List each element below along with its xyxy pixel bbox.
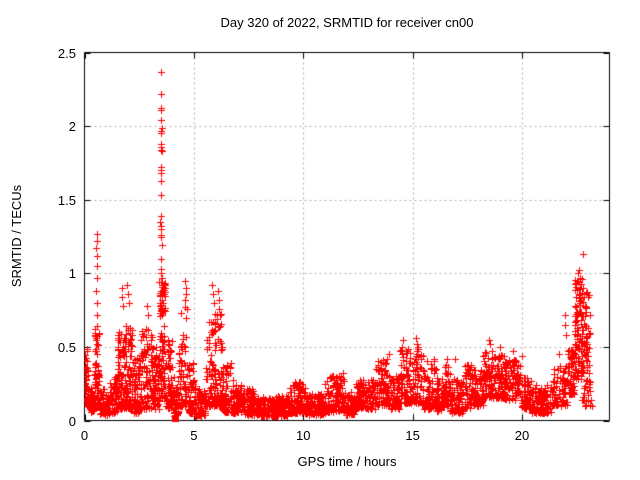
y-tick-label: 2.5 [57,45,76,61]
y-tick-label: 0 [68,413,76,429]
chart-title: Day 320 of 2022, SRMTID for receiver cn0… [220,15,474,30]
y-tick-label: 1.5 [57,192,76,208]
y-tick-label: 0.5 [57,339,76,355]
x-tick-label: 20 [514,428,530,443]
y-axis-label: SRMTID / TECUs [9,184,24,288]
x-tick-label: 5 [190,428,198,443]
y-tick-label: 1 [68,266,76,282]
x-axis-label: GPS time / hours [297,454,397,469]
x-tick-label: 0 [80,428,89,443]
x-tick-label: 15 [405,428,420,443]
x-tick-label: 10 [296,428,311,443]
y-tick-label: 2 [68,119,76,135]
